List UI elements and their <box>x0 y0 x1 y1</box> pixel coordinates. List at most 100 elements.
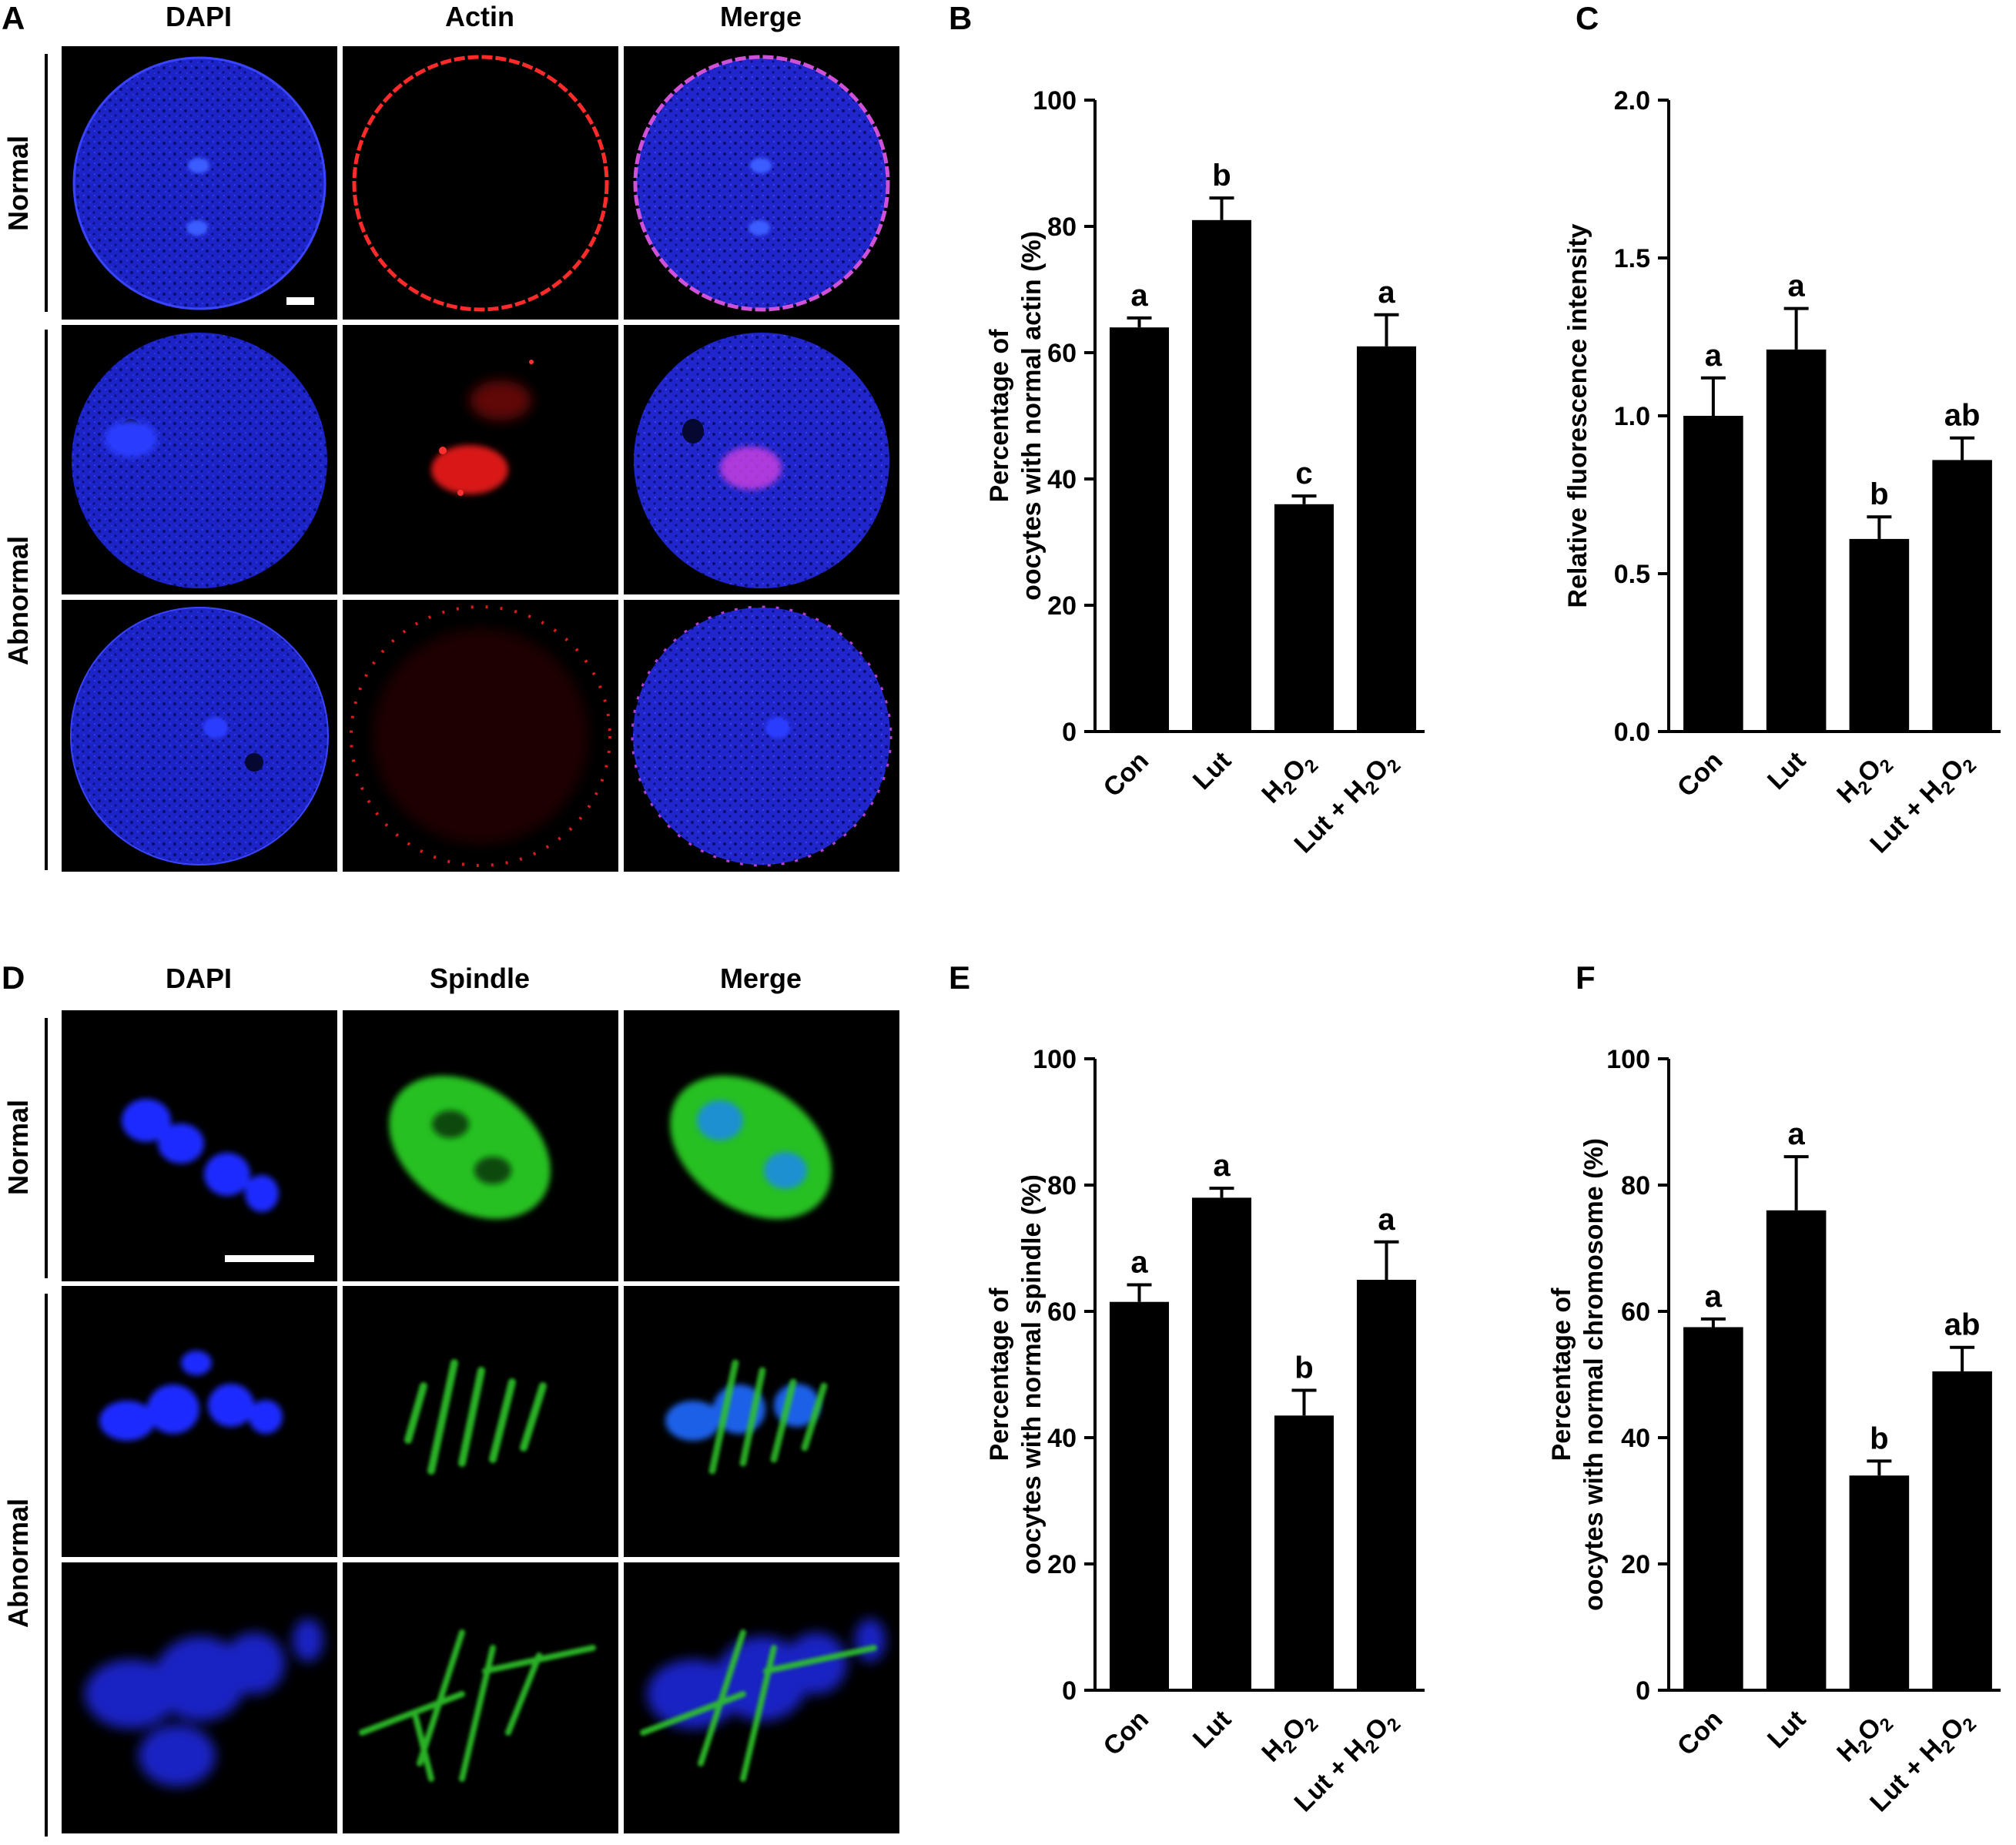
bar-e <box>1274 1415 1335 1690</box>
column-label-dapi-d: DAPI <box>166 963 232 994</box>
scale-bar <box>286 297 314 305</box>
significance-label-c: a <box>1705 339 1723 373</box>
y-axis-label-f: Percentage of <box>1547 1287 1576 1462</box>
y-tick-label-e: 20 <box>1047 1550 1077 1579</box>
y-tick-label-e: 0 <box>1062 1676 1077 1706</box>
y-tick-label-b: 0 <box>1062 718 1077 747</box>
image-a-abnormal1-merge <box>624 325 899 594</box>
x-tick-label-c: Con <box>1672 746 1729 803</box>
x-tick-label-f: Con <box>1672 1705 1729 1762</box>
row-label-normal: Normal <box>2 136 34 231</box>
significance-label-f: a <box>1788 1117 1806 1151</box>
bar-b <box>1109 327 1170 732</box>
column-label-merge-d: Merge <box>720 963 802 994</box>
bar-e <box>1109 1301 1170 1690</box>
bar-c <box>1683 416 1743 732</box>
x-tick-label-c: Lut <box>1762 746 1811 795</box>
y-tick-label-c: 1.0 <box>1614 402 1650 431</box>
chart-panel-b: B 0 20 40 60 80 100 Percentage of oocytes with … <box>949 0 1425 859</box>
row-label-abnormal-d: Abnormal <box>2 1498 34 1628</box>
image-a-abnormal1-actin <box>343 325 618 594</box>
column-label-actin: Actin <box>445 1 514 32</box>
image-d-abnormal2-spindle <box>343 1562 618 1833</box>
x-tick-label-c: H2O2 <box>1831 746 1897 812</box>
y-tick-label-b: 20 <box>1047 591 1077 621</box>
y-tick-label-c: 1.5 <box>1614 244 1650 273</box>
image-d-normal-dapi <box>62 1010 337 1281</box>
panel-d: D DAPI Spindle Merge Normal Abnormal <box>2 959 899 1837</box>
bar-c <box>1932 460 1992 732</box>
y-tick-label-b: 80 <box>1047 213 1077 242</box>
y-tick-label-b: 40 <box>1047 465 1077 494</box>
y-axis-label-b: oocytes with normal actin (%) <box>1017 231 1047 601</box>
row-label-normal-d: Normal <box>2 1100 34 1195</box>
bar-e <box>1191 1197 1252 1690</box>
significance-label-b: a <box>1378 276 1395 310</box>
significance-label-b: c <box>1295 457 1312 491</box>
significance-label-b: a <box>1130 279 1148 313</box>
y-axis-label-e: Percentage of <box>985 1287 1014 1462</box>
bar-b <box>1274 504 1335 732</box>
y-tick-label-f: 100 <box>1606 1045 1650 1074</box>
y-axis-label-c: Relative fluorescence intensity <box>1563 223 1592 608</box>
image-d-abnormal2-merge <box>624 1562 899 1833</box>
column-label-merge: Merge <box>720 1 802 32</box>
significance-label-c: ab <box>1944 399 1981 433</box>
panel-label-a: A <box>2 0 25 36</box>
column-label-dapi: DAPI <box>166 1 232 32</box>
scale-bar-d <box>225 1255 314 1262</box>
y-tick-label-e: 60 <box>1047 1298 1077 1327</box>
image-a-abnormal2-dapi <box>62 600 337 872</box>
bar-c <box>1766 349 1827 732</box>
y-axis-label-f: oocytes with normal chromosome (%) <box>1579 1138 1609 1611</box>
panel-label-c: C <box>1576 0 1599 36</box>
y-tick-label-e: 80 <box>1047 1171 1077 1200</box>
y-tick-label-b: 60 <box>1047 339 1077 368</box>
image-a-normal-dapi <box>62 46 337 320</box>
image-d-normal-spindle <box>343 1010 618 1281</box>
y-tick-label-c: 0.5 <box>1614 560 1650 589</box>
x-tick-label-f: H2O2 <box>1831 1705 1897 1771</box>
bar-f <box>1683 1327 1743 1690</box>
image-a-normal-actin <box>343 46 618 320</box>
bar-f <box>1849 1475 1910 1690</box>
image-a-normal-merge <box>624 46 899 320</box>
row-label-abnormal: Abnormal <box>2 536 34 665</box>
x-tick-label-f: Lut <box>1762 1705 1811 1754</box>
y-tick-label-c: 0.0 <box>1614 718 1650 747</box>
bar-b <box>1191 219 1252 732</box>
x-tick-label-b: Lut <box>1187 746 1237 795</box>
image-a-abnormal2-actin <box>343 600 618 872</box>
chart-panel-e: E 0 20 40 60 80 100 Percentage of oocytes with … <box>949 959 1425 1817</box>
significance-label-f: ab <box>1944 1308 1981 1342</box>
panel-a: A DAPI Actin Merge Normal Abnormal <box>2 0 899 872</box>
bar-e <box>1356 1280 1417 1690</box>
significance-label-e: a <box>1213 1149 1231 1183</box>
significance-label-e: b <box>1294 1351 1313 1385</box>
significance-label-e: a <box>1378 1203 1395 1237</box>
image-a-abnormal1-dapi <box>62 325 337 594</box>
panel-label-f: F <box>1576 959 1596 996</box>
panel-label-e: E <box>949 959 970 996</box>
image-d-abnormal1-merge <box>624 1286 899 1557</box>
y-tick-label-c: 2.0 <box>1614 86 1650 116</box>
y-tick-label-f: 80 <box>1621 1171 1650 1200</box>
chart-panel-c: C 0.0 0.5 1.0 1.5 2.0 Relative fluorescence i… <box>1563 0 2001 859</box>
bar-c <box>1849 538 1910 732</box>
x-tick-label-e: Con <box>1098 1705 1155 1762</box>
x-tick-label-b: H2O2 <box>1256 746 1322 812</box>
significance-label-b: b <box>1212 159 1231 193</box>
panel-label-d: D <box>2 959 25 996</box>
significance-label-c: b <box>1870 477 1888 511</box>
image-d-abnormal1-spindle <box>343 1286 618 1557</box>
bar-b <box>1356 346 1417 732</box>
y-axis-label-b: Percentage of <box>985 329 1014 503</box>
y-axis-label-e: oocytes with normal spindle (%) <box>1017 1174 1047 1575</box>
significance-label-f: a <box>1705 1280 1723 1314</box>
image-d-abnormal1-dapi <box>62 1286 337 1557</box>
image-d-abnormal2-dapi <box>62 1562 337 1833</box>
y-tick-label-f: 40 <box>1621 1424 1650 1453</box>
y-tick-label-b: 100 <box>1033 86 1077 116</box>
bar-f <box>1932 1371 1992 1690</box>
